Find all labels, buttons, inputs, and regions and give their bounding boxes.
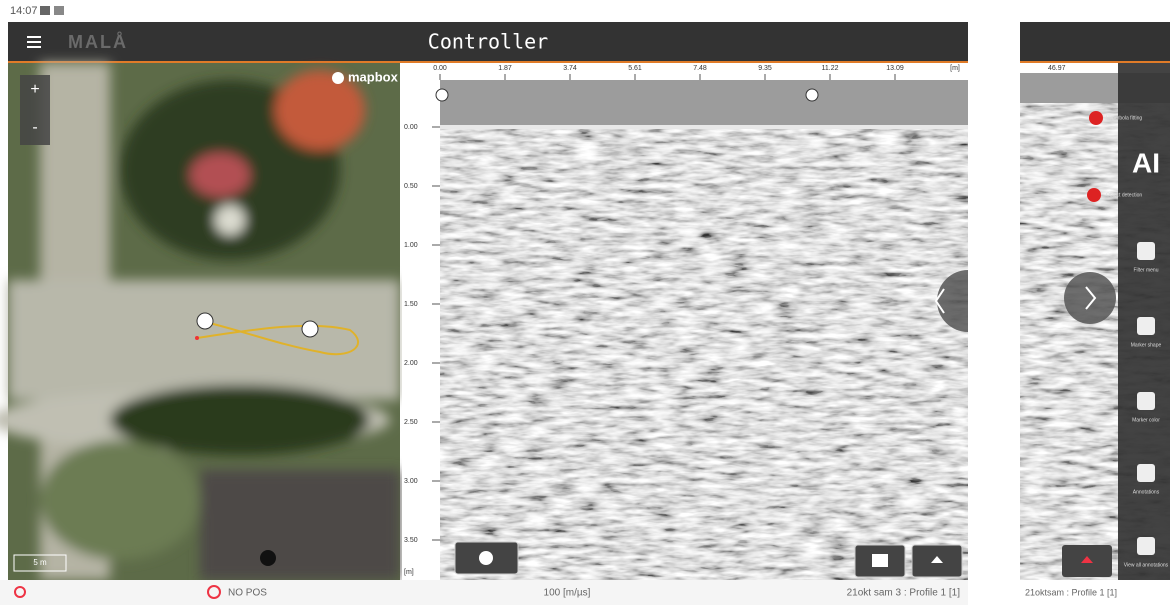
scale-label: 5 m <box>33 558 47 567</box>
ai-badge <box>1087 188 1101 202</box>
second-ruler <box>1020 63 1170 73</box>
position-status: NO POS <box>228 588 267 599</box>
depth-tick-label: 2.50 <box>404 419 418 426</box>
bottom-bar <box>0 580 968 605</box>
velocity: 100 [m/µs] <box>544 588 591 599</box>
radargram <box>440 129 968 580</box>
x-tick-label: 0.00 <box>433 65 447 72</box>
depth-unit: [m] <box>404 569 414 576</box>
menu-icon <box>1137 464 1155 482</box>
x-tick-label: 5.61 <box>628 65 642 72</box>
depth-tick-label: 3.00 <box>404 478 418 485</box>
x-tick-label: 11.22 <box>822 65 839 72</box>
second-profile: 21oktsam : Profile 1 [1] <box>1025 587 1117 597</box>
depth-tick-label: 3.50 <box>404 537 418 544</box>
menu-icon <box>1137 317 1155 335</box>
radar-surface <box>440 125 968 129</box>
depth-tick-label: 2.00 <box>404 360 418 367</box>
menu-icon <box>1137 242 1155 260</box>
profile-name: 21okt sam 3 : Profile 1 [1] <box>847 588 961 599</box>
status-bar <box>0 0 968 22</box>
menu-icon <box>1137 392 1155 410</box>
status-time: 14:07 <box>10 5 38 17</box>
depth-tick-label: 1.50 <box>404 301 418 308</box>
mapbox-icon <box>332 72 344 84</box>
zoom-out[interactable]: - <box>32 119 37 136</box>
second-up-icon <box>1081 556 1093 563</box>
ai-badge <box>1089 111 1103 125</box>
second-app-bar <box>1020 22 1170 62</box>
x-tick-label: 1.87 <box>498 65 512 72</box>
app-bar <box>8 22 968 62</box>
record-icon <box>479 551 493 565</box>
x-unit: [m] <box>950 65 960 72</box>
marker[interactable] <box>805 88 819 102</box>
menu-label: Filter menu <box>1133 267 1158 273</box>
up-icon <box>931 556 943 563</box>
depth-tick-label: 0.50 <box>404 183 418 190</box>
map[interactable] <box>0 63 400 580</box>
depth-tick-label: 1.00 <box>404 242 418 249</box>
second-accent <box>1020 61 1170 63</box>
depth-tick-label: 0.00 <box>404 124 418 131</box>
ai-label: AI <box>1132 147 1160 178</box>
gps-icon <box>14 586 26 598</box>
panel-toggle[interactable] <box>937 270 968 332</box>
next-icon <box>1085 286 1097 310</box>
app-bar-accent <box>8 61 968 63</box>
zoom-in[interactable]: + <box>30 81 39 98</box>
logo: MALÅ <box>68 32 128 52</box>
x-tick-label: 7.48 <box>693 65 707 72</box>
app-title: Controller <box>428 30 548 54</box>
status-icon <box>54 6 64 15</box>
second-ruler-label: 46.97 <box>1048 65 1066 72</box>
next-button[interactable] <box>1064 272 1116 324</box>
scale-bar <box>13 554 67 572</box>
menu-icon <box>1137 537 1155 555</box>
x-tick-label: 9.35 <box>758 65 772 72</box>
x-tick-label: 3.74 <box>563 65 577 72</box>
menu-label: Hyperbola fitting <box>1106 115 1142 121</box>
menu-label: Marker color <box>1132 417 1160 423</box>
menu-label: View all annotations <box>1124 562 1169 568</box>
menu-label: Annotations <box>1133 489 1160 495</box>
menu-button[interactable] <box>27 36 41 48</box>
menu-label: Object detection <box>1106 192 1142 198</box>
menu-label: Marker shape <box>1131 342 1162 348</box>
marker[interactable] <box>435 88 449 102</box>
zoom-control <box>20 75 50 145</box>
panel-toggle-icon <box>934 288 945 314</box>
position-icon <box>207 585 221 599</box>
radar-air-band <box>440 80 968 125</box>
x-tick-label: 13.09 <box>886 65 904 72</box>
mapbox-attribution: mapbox <box>348 69 399 84</box>
map-icon <box>872 554 888 567</box>
status-icon <box>40 6 50 15</box>
